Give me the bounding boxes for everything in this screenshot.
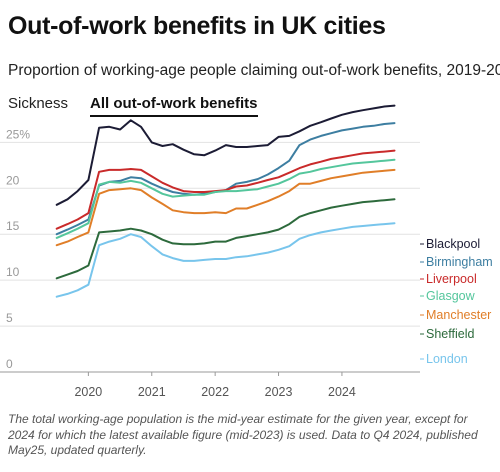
footnote: The total working-age population is the … bbox=[8, 412, 478, 457]
series-lines bbox=[55, 104, 396, 298]
x-tick-label-2020: 2020 bbox=[74, 385, 102, 399]
series-label-sheffield: Sheffield bbox=[426, 327, 474, 341]
series-line-london bbox=[55, 222, 396, 298]
page-title: Out-of-work benefits in UK cities bbox=[8, 12, 386, 40]
series-line-glasgow bbox=[55, 158, 396, 239]
series-label-liverpool: Liverpool bbox=[426, 272, 477, 286]
series-line-sheffield bbox=[55, 198, 396, 280]
x-tick-label-2022: 2022 bbox=[201, 385, 229, 399]
page-subtitle: Proportion of working-age people claimin… bbox=[8, 62, 500, 79]
series-label-london: London bbox=[426, 352, 468, 366]
line-chart: 0 5 10 15 20 25% 2020 2021 2022 2023 2024 Blackpo… bbox=[0, 104, 493, 399]
y-tick-label-20: 20 bbox=[6, 173, 20, 187]
series-label-manchester: Manchester bbox=[426, 308, 491, 322]
tab-all-out-of-work-benefits[interactable]: All out-of-work benefits bbox=[90, 95, 258, 117]
x-axis-ticks: 2020 2021 2022 2023 2024 bbox=[74, 372, 356, 399]
series-label-blackpool: Blackpool bbox=[426, 237, 480, 251]
y-tick-label-10: 10 bbox=[6, 265, 20, 279]
x-tick-label-2024: 2024 bbox=[328, 385, 356, 399]
gridlines bbox=[0, 141, 420, 373]
x-tick-label-2023: 2023 bbox=[265, 385, 293, 399]
y-tick-label-25: 25% bbox=[6, 127, 30, 141]
tab-sickness[interactable]: Sickness bbox=[8, 95, 69, 112]
x-tick-label-2021: 2021 bbox=[138, 385, 166, 399]
series-line-liverpool bbox=[55, 149, 396, 230]
series-line-blackpool bbox=[55, 104, 396, 206]
y-tick-label-5: 5 bbox=[6, 311, 13, 325]
series-label-birmingham: Birmingham bbox=[426, 255, 493, 269]
series-line-birmingham bbox=[55, 122, 396, 236]
y-axis-ticks: 0 5 10 15 20 25% bbox=[6, 127, 30, 371]
series-label-glasgow: Glasgow bbox=[426, 289, 476, 303]
series-line-manchester bbox=[55, 168, 396, 247]
y-tick-label-15: 15 bbox=[6, 219, 20, 233]
series-labels: Blackpool Birmingham Liverpool Glasgow Manch… bbox=[420, 237, 493, 366]
tab-bar: Sickness All out-of-work benefits bbox=[8, 95, 258, 117]
y-tick-label-0: 0 bbox=[6, 357, 13, 371]
